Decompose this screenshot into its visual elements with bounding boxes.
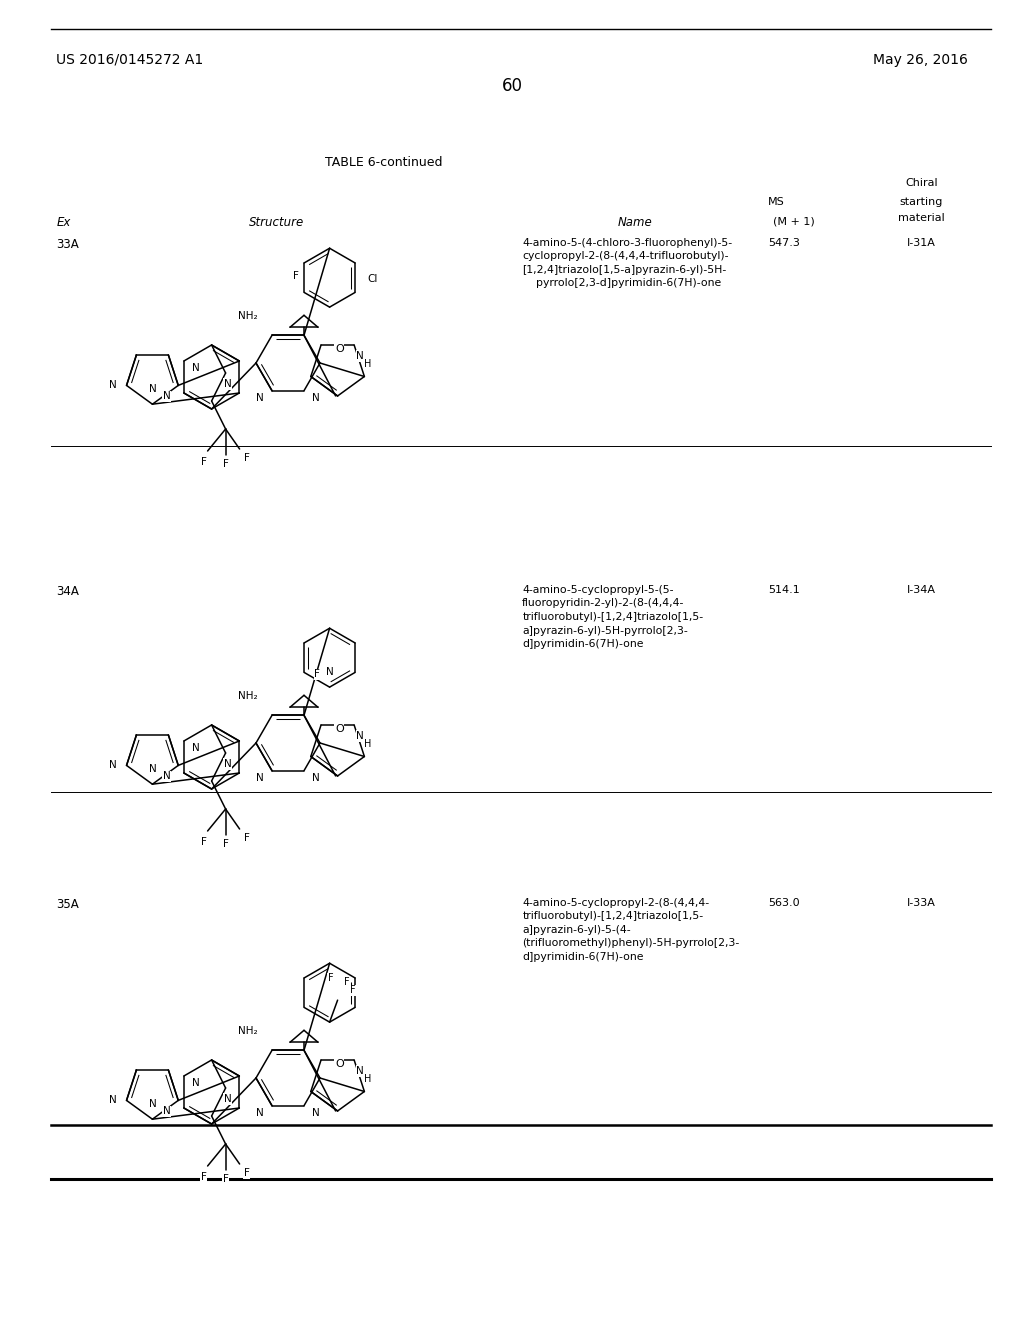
Text: Name: Name [617, 216, 652, 230]
Text: I-33A: I-33A [907, 898, 936, 908]
Text: N: N [312, 1107, 319, 1118]
Text: H: H [365, 1074, 372, 1084]
Text: F: F [201, 1172, 207, 1181]
Text: N: N [163, 771, 170, 781]
Text: 563.0: 563.0 [768, 898, 800, 908]
Text: F: F [314, 669, 319, 680]
Text: F: F [222, 1173, 228, 1184]
Text: N: N [148, 384, 157, 395]
Text: 35A: 35A [56, 898, 79, 911]
Text: O: O [335, 345, 344, 354]
Text: N: N [223, 759, 231, 770]
Text: F: F [244, 833, 250, 843]
Text: 4-amino-5-cyclopropyl-5-(5-
fluoropyridin-2-yl)-2-(8-(4,4,4-
trifluorobutyl)-[1,: 4-amino-5-cyclopropyl-5-(5- fluoropyridi… [522, 585, 703, 649]
Text: F: F [201, 837, 207, 847]
Text: O: O [335, 723, 344, 734]
Text: H: H [365, 739, 372, 748]
Text: material: material [898, 213, 945, 223]
Text: N: N [256, 772, 264, 783]
Text: 4-amino-5-(4-chloro-3-fluorophenyl)-5-
cyclopropyl-2-(8-(4,4,4-trifluorobutyl)-
: 4-amino-5-(4-chloro-3-fluorophenyl)-5- c… [522, 238, 732, 288]
Text: I-34A: I-34A [907, 585, 936, 595]
Text: N: N [191, 363, 200, 374]
Text: F: F [344, 977, 349, 987]
Text: 34A: 34A [56, 585, 79, 598]
Text: N: N [312, 393, 319, 403]
Text: N: N [326, 667, 334, 677]
Text: F: F [222, 840, 228, 849]
Text: N: N [223, 1094, 231, 1104]
Text: NH₂: NH₂ [239, 692, 258, 701]
Text: I-31A: I-31A [907, 238, 936, 248]
Text: Chiral: Chiral [905, 178, 938, 189]
Text: N: N [223, 379, 231, 389]
Text: F: F [201, 457, 207, 467]
Text: N: N [148, 1100, 157, 1109]
Text: H: H [365, 359, 372, 370]
Text: N: N [163, 392, 170, 401]
Text: starting: starting [900, 197, 943, 207]
Text: 547.3: 547.3 [768, 238, 800, 248]
Text: Ex: Ex [56, 216, 71, 230]
Text: May 26, 2016: May 26, 2016 [872, 53, 968, 67]
Text: 33A: 33A [56, 238, 79, 251]
Text: N: N [356, 351, 364, 360]
Text: N: N [148, 764, 157, 775]
Text: N: N [312, 772, 319, 783]
Text: 514.1: 514.1 [768, 585, 800, 595]
Text: F: F [244, 1168, 250, 1177]
Text: N: N [356, 1067, 364, 1076]
Text: US 2016/0145272 A1: US 2016/0145272 A1 [56, 53, 204, 67]
Text: MS: MS [768, 197, 784, 207]
Text: N: N [356, 731, 364, 741]
Text: N: N [191, 743, 200, 752]
Text: F: F [293, 271, 299, 281]
Text: N: N [163, 1106, 170, 1117]
Text: Structure: Structure [249, 216, 304, 230]
Text: TABLE 6-continued: TABLE 6-continued [326, 156, 442, 169]
Text: NH₂: NH₂ [239, 312, 258, 321]
Text: N: N [191, 1078, 200, 1088]
Text: NH₂: NH₂ [239, 1026, 258, 1036]
Text: 4-amino-5-cyclopropyl-2-(8-(4,4,4-
trifluorobutyl)-[1,2,4]triazolo[1,5-
a]pyrazi: 4-amino-5-cyclopropyl-2-(8-(4,4,4- trifl… [522, 898, 739, 962]
Text: F: F [222, 459, 228, 469]
Text: F: F [244, 453, 250, 463]
Text: F: F [328, 973, 334, 983]
Text: N: N [109, 1096, 117, 1105]
Text: O: O [335, 1059, 344, 1069]
Text: N: N [109, 760, 117, 771]
Text: Cl: Cl [367, 275, 378, 284]
Text: N: N [256, 1107, 264, 1118]
Text: N: N [109, 380, 117, 391]
Text: N: N [256, 393, 264, 403]
Text: F: F [349, 985, 355, 995]
Text: (M + 1): (M + 1) [773, 216, 815, 227]
Text: 60: 60 [502, 77, 522, 95]
